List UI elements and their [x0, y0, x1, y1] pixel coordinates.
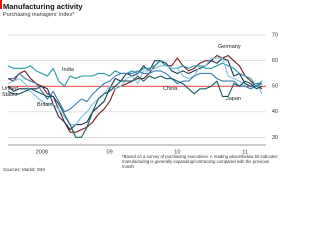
- y-tick-label: 30: [272, 135, 278, 141]
- y-tick-label: 60: [272, 58, 278, 64]
- series-line: [7, 57, 262, 131]
- series-label: Japan: [226, 96, 241, 102]
- x-tick-label: 11: [242, 149, 248, 155]
- series-label: India: [62, 67, 74, 73]
- series-label: United States: [2, 86, 18, 98]
- chart-subtitle: Purchasing managers' index*: [3, 12, 75, 18]
- footnote: *Based on a survey of purchasing executi…: [122, 154, 278, 169]
- series-line: [7, 60, 263, 87]
- chart-title: Manufacturing activity: [3, 2, 83, 11]
- y-tick-label: 40: [272, 109, 278, 115]
- series-label: China: [163, 86, 178, 92]
- x-tick-label: 2008: [36, 149, 48, 155]
- chart: 30 40 50 60 70 2008 09 10 11: [0, 0, 278, 155]
- y-tick-label: 70: [272, 33, 278, 39]
- series-line: [7, 57, 263, 126]
- sources: Sources: Markit; ISM: [3, 167, 45, 172]
- series-label: Britain: [37, 102, 53, 108]
- accent: [0, 0, 2, 9]
- page: {"chart_data": {"type": "line", "title":…: [0, 0, 278, 172]
- series-label: Germany: [218, 44, 241, 50]
- x-tick-label: 10: [174, 149, 180, 155]
- x-tick-label: 09: [107, 149, 113, 155]
- y-tick-label: 50: [272, 84, 278, 90]
- series-line: [7, 55, 263, 133]
- series-line: [8, 70, 263, 113]
- series-line: [7, 75, 263, 138]
